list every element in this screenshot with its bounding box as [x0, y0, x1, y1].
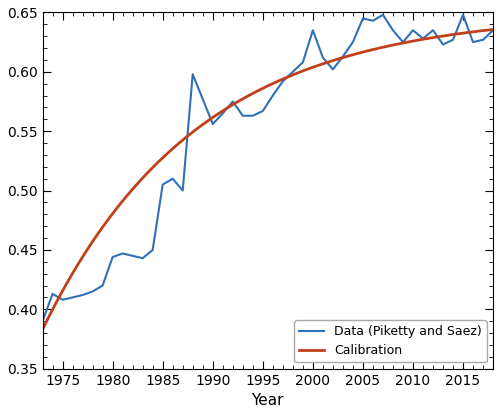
Calibration — [40, 327, 46, 332]
X-axis label: Year: Year — [252, 393, 284, 408]
Data (Piketty and Saez) — [150, 247, 156, 252]
Data (Piketty and Saez) — [240, 113, 246, 118]
Data (Piketty and Saez) — [90, 289, 96, 294]
Data (Piketty and Saez) — [450, 37, 456, 42]
Data (Piketty and Saez) — [470, 40, 476, 45]
Line: Data (Piketty and Saez): Data (Piketty and Saez) — [42, 15, 493, 321]
Data (Piketty and Saez) — [400, 40, 406, 45]
Data (Piketty and Saez) — [370, 18, 376, 23]
Calibration — [308, 66, 314, 71]
Data (Piketty and Saez) — [320, 55, 326, 60]
Data (Piketty and Saez) — [70, 295, 75, 300]
Calibration — [419, 37, 425, 42]
Data (Piketty and Saez) — [390, 28, 396, 33]
Data (Piketty and Saez) — [140, 256, 145, 261]
Data (Piketty and Saez) — [120, 251, 126, 256]
Data (Piketty and Saez) — [110, 254, 116, 259]
Data (Piketty and Saez) — [490, 28, 496, 33]
Data (Piketty and Saez) — [100, 283, 105, 288]
Data (Piketty and Saez) — [220, 111, 226, 116]
Line: Calibration: Calibration — [42, 29, 493, 330]
Data (Piketty and Saez) — [290, 69, 296, 74]
Data (Piketty and Saez) — [80, 293, 86, 298]
Data (Piketty and Saez) — [440, 42, 446, 47]
Data (Piketty and Saez) — [260, 108, 266, 113]
Calibration — [41, 324, 47, 329]
Data (Piketty and Saez) — [60, 297, 66, 302]
Calibration — [448, 32, 454, 37]
Data (Piketty and Saez) — [420, 36, 426, 41]
Calibration — [490, 27, 496, 32]
Data (Piketty and Saez) — [250, 113, 256, 118]
Data (Piketty and Saez) — [200, 97, 205, 102]
Data (Piketty and Saez) — [190, 72, 196, 77]
Legend: Data (Piketty and Saez), Calibration: Data (Piketty and Saez), Calibration — [294, 320, 487, 362]
Data (Piketty and Saez) — [310, 28, 316, 33]
Data (Piketty and Saez) — [230, 99, 236, 104]
Data (Piketty and Saez) — [210, 122, 216, 127]
Calibration — [306, 66, 312, 71]
Data (Piketty and Saez) — [130, 253, 136, 258]
Data (Piketty and Saez) — [50, 291, 56, 296]
Data (Piketty and Saez) — [350, 40, 356, 45]
Data (Piketty and Saez) — [40, 319, 46, 324]
Data (Piketty and Saez) — [300, 60, 306, 65]
Data (Piketty and Saez) — [280, 79, 286, 84]
Data (Piketty and Saez) — [330, 67, 336, 72]
Calibration — [316, 63, 322, 68]
Data (Piketty and Saez) — [180, 188, 186, 193]
Data (Piketty and Saez) — [410, 28, 416, 33]
Data (Piketty and Saez) — [360, 16, 366, 21]
Data (Piketty and Saez) — [380, 12, 386, 17]
Data (Piketty and Saez) — [430, 28, 436, 33]
Data (Piketty and Saez) — [170, 176, 175, 181]
Data (Piketty and Saez) — [480, 37, 486, 42]
Data (Piketty and Saez) — [460, 12, 466, 17]
Data (Piketty and Saez) — [340, 54, 346, 59]
Data (Piketty and Saez) — [160, 182, 166, 187]
Data (Piketty and Saez) — [270, 93, 276, 98]
